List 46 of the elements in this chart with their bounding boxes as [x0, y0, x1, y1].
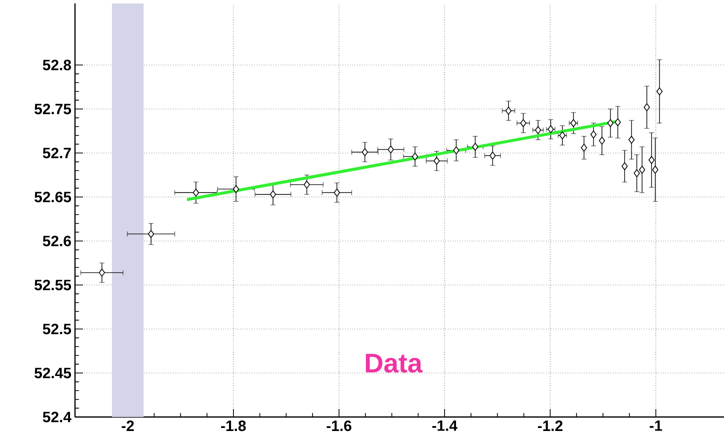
- y-tick-label: 52.45: [34, 368, 72, 378]
- point: [304, 180, 310, 189]
- y-tick-label: 52.4: [42, 412, 72, 422]
- point: [98, 268, 106, 277]
- point: [634, 169, 640, 178]
- point: [472, 142, 478, 151]
- point: [505, 106, 512, 115]
- point: [270, 190, 276, 198]
- point: [607, 119, 614, 128]
- point: [638, 166, 646, 174]
- point: [362, 148, 368, 156]
- point: [614, 118, 621, 126]
- x-tick-label: -1.6: [326, 420, 352, 432]
- y-tick-label: 52.75: [34, 104, 72, 114]
- point: [598, 136, 606, 145]
- point: [490, 152, 496, 160]
- y-tick-label: 52.6: [42, 236, 71, 246]
- point: [192, 188, 200, 197]
- y-tick-label: 52.7: [42, 148, 71, 158]
- point: [644, 103, 650, 112]
- y-tick-label: 52.65: [34, 192, 72, 202]
- point: [148, 230, 154, 238]
- x-tick-label: -1.8: [221, 420, 246, 432]
- point: [656, 87, 663, 96]
- point: [590, 130, 597, 139]
- x-tick-label: -2: [122, 420, 134, 431]
- annotation: Data: [366, 354, 423, 373]
- x-tick-label: -1: [650, 420, 662, 431]
- y-tick-label: 52.55: [34, 280, 72, 290]
- point: [534, 126, 542, 134]
- point: [232, 185, 240, 194]
- point: [388, 145, 394, 154]
- point: [580, 144, 588, 152]
- point: [648, 156, 655, 164]
- y-tick-label: 52.5: [42, 324, 72, 334]
- y-tick-label: 52.8: [42, 60, 72, 70]
- point: [434, 156, 440, 165]
- point: [334, 188, 340, 197]
- point: [453, 146, 460, 154]
- point: [628, 136, 635, 144]
- point: [652, 166, 658, 174]
- x-tick-label: -1.4: [432, 420, 458, 431]
- point: [622, 162, 628, 170]
- point: [412, 152, 418, 161]
- x-tick-label: -1.2: [538, 420, 562, 431]
- point: [520, 119, 526, 128]
